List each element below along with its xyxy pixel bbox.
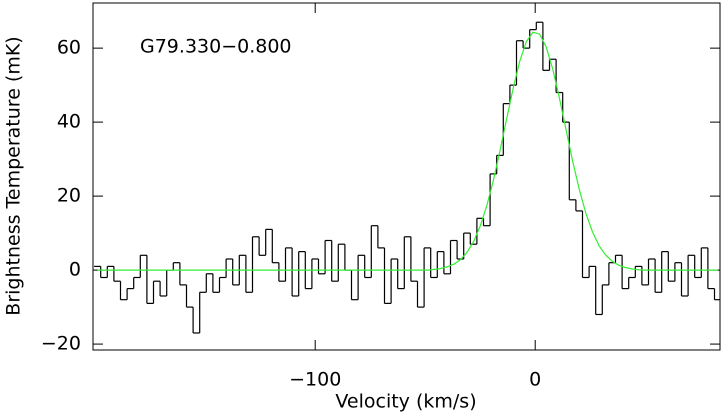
y-tick-label: 20 [57, 185, 81, 207]
x-axis-label: Velocity (km/s) [335, 391, 476, 413]
x-tick-label: −100 [289, 369, 341, 391]
y-axis-label: Brightness Temperature (mK) [3, 36, 25, 315]
y-tick-label: 0 [69, 259, 81, 281]
gaussian-fit [97, 31, 718, 271]
y-tick-label: 60 [57, 37, 81, 59]
plot-frame [92, 2, 721, 351]
x-tick-label: 0 [529, 369, 541, 391]
annotation: G79.330−0.800 [140, 36, 292, 58]
y-tick-label: −20 [41, 333, 81, 355]
spectrum-risers [100, 22, 716, 333]
y-tick-label: 40 [57, 111, 81, 133]
